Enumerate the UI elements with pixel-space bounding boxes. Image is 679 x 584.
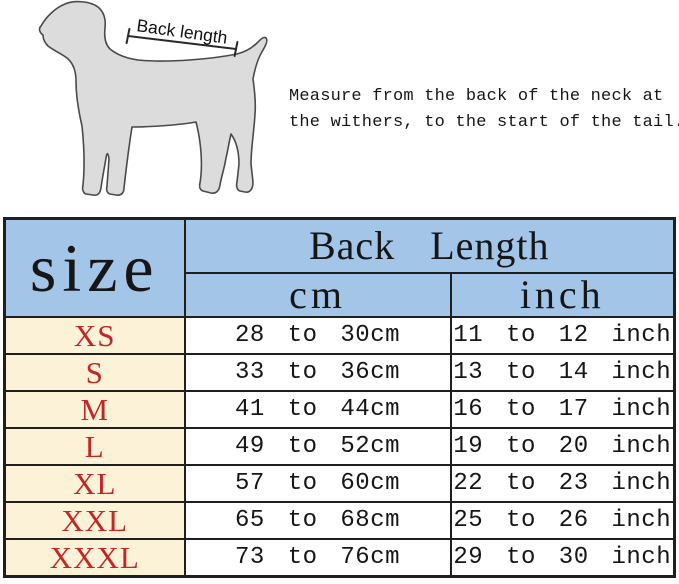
inch-value: 19 to 20 inch: [449, 427, 676, 466]
cm-value: 73 to 76cm: [183, 538, 452, 578]
inch-value: 25 to 26 inch: [449, 501, 676, 540]
cm-value: 49 to 52cm: [183, 427, 452, 466]
inch-value: 13 to 14 inch: [449, 353, 676, 392]
size-label: XL: [3, 464, 186, 503]
inch-value: 16 to 17 inch: [449, 390, 676, 429]
back-length-header: Back Length: [183, 217, 676, 274]
dog-measurement-illustration: Back length: [0, 0, 290, 212]
inch-value: 11 to 12 inch: [449, 316, 676, 355]
size-label: S: [3, 353, 186, 392]
measure-instruction-line2: the withers, to the start of the tail.: [289, 113, 679, 132]
cm-value: 57 to 60cm: [183, 464, 452, 503]
dog-body-shape: [38, 0, 268, 197]
size-label: L: [3, 427, 186, 466]
inch-value: 22 to 23 inch: [449, 464, 676, 503]
size-label: M: [3, 390, 186, 429]
measure-instruction: Measure from the back of the neck at the…: [289, 84, 679, 136]
cm-header: cm: [183, 272, 452, 318]
table-row-s: S 33 to 36cm 13 to 14 inch: [3, 353, 676, 392]
table-row-l: L 49 to 52cm 19 to 20 inch: [3, 427, 676, 466]
table-row-m: M 41 to 44cm 16 to 17 inch: [3, 390, 676, 429]
table-row-xs: XS 28 to 30cm 11 to 12 inch: [3, 316, 676, 355]
table-row-xl: XL 57 to 60cm 22 to 23 inch: [3, 464, 676, 503]
dog-silhouette-icon: Back length: [38, 0, 268, 197]
inch-value: 29 to 30 inch: [449, 538, 676, 578]
cm-value: 33 to 36cm: [183, 353, 452, 392]
table-header-row: size Back Length: [3, 217, 676, 318]
inch-header: inch: [449, 272, 676, 318]
size-label: XXXL: [3, 538, 186, 578]
back-length-measure-line: [125, 28, 239, 57]
cm-value: 65 to 68cm: [183, 501, 452, 540]
size-table: size Back Length cm inch XS 28 to 30cm 1…: [3, 217, 676, 578]
cm-value: 28 to 30cm: [183, 316, 452, 355]
size-column-header: size: [3, 217, 186, 318]
table-row-xxl: XXL 65 to 68cm 25 to 26 inch: [3, 501, 676, 540]
size-label: XXL: [3, 501, 186, 540]
table-unit-row: cm inch: [5, 272, 676, 318]
cm-value: 41 to 44cm: [183, 390, 452, 429]
size-label: XS: [3, 316, 186, 355]
table-row-xxxl: XXXL 73 to 76cm 29 to 30 inch: [3, 538, 676, 578]
measure-instruction-line1: Measure from the back of the neck at: [289, 87, 664, 106]
